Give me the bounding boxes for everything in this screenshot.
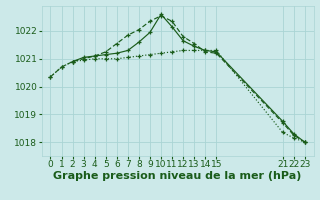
X-axis label: Graphe pression niveau de la mer (hPa): Graphe pression niveau de la mer (hPa) [53,171,302,181]
